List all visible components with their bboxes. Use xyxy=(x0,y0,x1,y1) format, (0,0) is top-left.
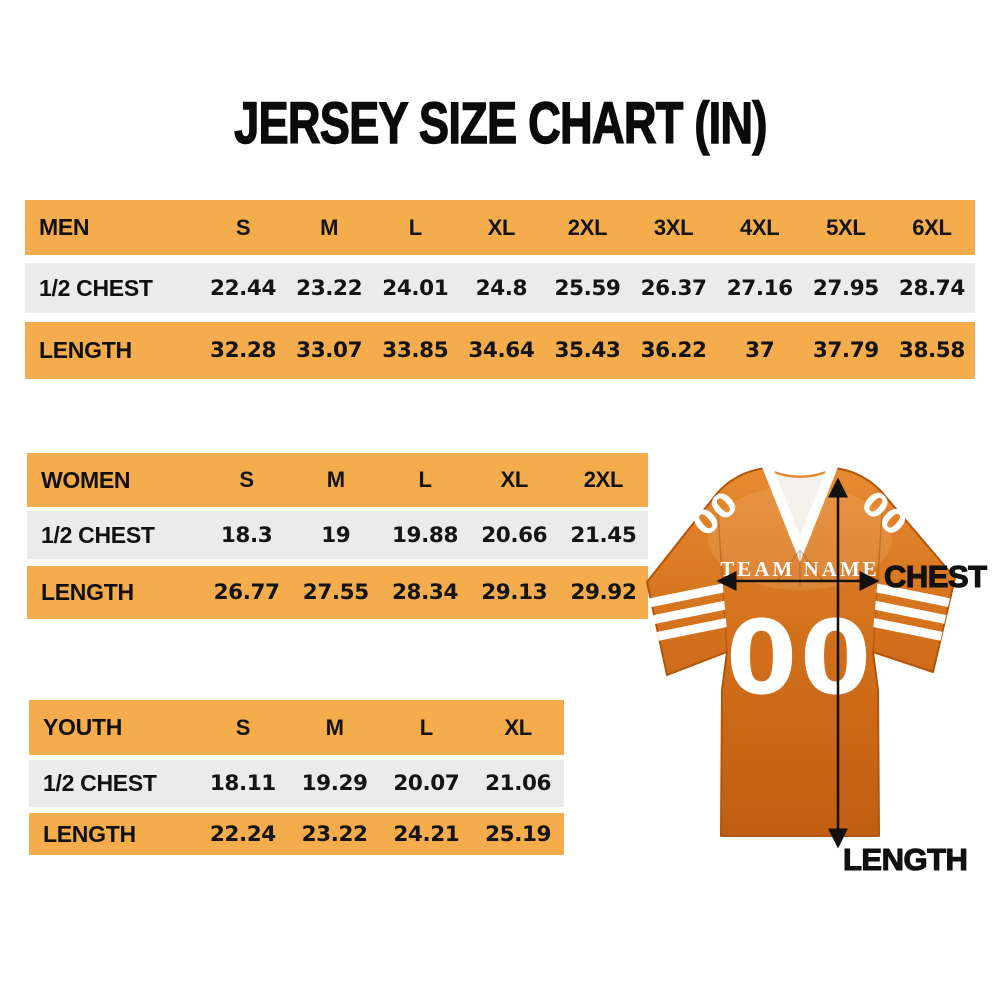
value-cell: 19.88 xyxy=(392,522,459,548)
size-column-header: 6XL xyxy=(912,214,952,240)
size-column-header: L xyxy=(408,214,422,240)
size-column-header: L xyxy=(419,714,433,740)
size-column-header: 2XL xyxy=(583,467,624,492)
size-column-header: XL xyxy=(504,714,532,740)
page-title: JERSEY SIZE CHART (IN) xyxy=(233,91,767,156)
value-cell: 22.44 xyxy=(210,275,277,301)
value-cell: 29.13 xyxy=(481,580,548,605)
size-column-header: S xyxy=(239,467,254,492)
size-column-header: XL xyxy=(500,467,528,492)
title-wrap: JERSEY SIZE CHART (IN) xyxy=(0,91,1000,156)
value-cell: 32.28 xyxy=(210,338,277,363)
row-label: 1/2 CHEST xyxy=(43,770,157,796)
value-cell: 21.45 xyxy=(570,522,637,548)
size-column-header: M xyxy=(325,714,344,740)
value-cell: 20.66 xyxy=(481,522,548,548)
value-cell: 38.58 xyxy=(898,338,965,363)
value-cell: 28.34 xyxy=(392,580,459,605)
size-column-header: L xyxy=(418,467,432,492)
value-cell: 29.92 xyxy=(570,580,637,605)
row-label: 1/2 CHEST xyxy=(41,521,155,548)
sleeve-stripe xyxy=(871,617,955,644)
women-size-table: WOMEN S M L XL 2XL 1/2 CHEST 18.3 19 19.88 20.66 21… xyxy=(27,453,648,619)
jersey-team-name: TEAM NAME xyxy=(720,557,879,581)
youth-size-table: YOUTH S M L XL 1/2 CHEST 18.11 19.29 20.07 21.06 L… xyxy=(29,700,564,855)
row-label: 1/2 CHEST xyxy=(39,274,153,301)
value-cell: 22.24 xyxy=(209,821,276,847)
men-size-table: MEN S M L XL 2XL 3XL 4XL 5XL 6XL 1/2 CHEST 22.44 23.… xyxy=(25,200,975,379)
value-cell: 24.01 xyxy=(382,275,449,301)
value-cell: 24.8 xyxy=(475,275,528,301)
value-cell: 26.77 xyxy=(213,580,280,605)
size-column-header: M xyxy=(320,214,339,240)
men-half-chest-row: 1/2 CHEST 22.44 23.22 24.01 24.8 25.59 26.37 27… xyxy=(25,263,975,313)
sleeve-stripe xyxy=(871,581,952,608)
value-cell: 25.59 xyxy=(554,275,621,301)
size-column-header: S xyxy=(235,214,251,240)
row-label: LENGTH xyxy=(43,820,136,847)
value-cell: 37.79 xyxy=(812,338,879,363)
jersey-collar-trim xyxy=(762,464,838,563)
men-table-title: MEN xyxy=(39,214,90,240)
sleeve-stripe xyxy=(871,599,954,626)
value-cell: 23.22 xyxy=(296,275,363,301)
women-half-chest-row: 1/2 CHEST 18.3 19 19.88 20.66 21.45 xyxy=(27,511,648,559)
value-cell: 25.19 xyxy=(485,821,552,847)
youth-table-title: YOUTH xyxy=(43,714,123,740)
size-column-header: 3XL xyxy=(653,214,694,240)
value-cell: 18.11 xyxy=(209,771,276,796)
value-cell: 33.07 xyxy=(296,338,363,363)
value-cell: 27.95 xyxy=(812,275,879,301)
value-cell: 20.07 xyxy=(393,771,460,796)
value-cell: 21.06 xyxy=(485,771,552,796)
length-label: LENGTH xyxy=(843,842,967,877)
women-table-title: WOMEN xyxy=(41,466,131,493)
value-cell: 19.29 xyxy=(301,771,368,796)
value-cell: 36.22 xyxy=(640,338,707,363)
value-cell: 34.64 xyxy=(468,338,535,363)
value-cell: 18.3 xyxy=(220,522,273,548)
youth-header-row: YOUTH S M L XL xyxy=(29,700,564,755)
size-column-header: 4XL xyxy=(739,214,780,240)
size-column-header: 5XL xyxy=(826,214,866,240)
size-column-header: M xyxy=(326,467,345,492)
jersey-illustration: 00 00 TEAM NAME 00 CHEST LENGTH xyxy=(645,460,988,878)
jersey-figure: 00 00 TEAM NAME 00 CHEST LENGTH xyxy=(635,450,1000,890)
women-length-row: LENGTH 26.77 27.55 28.34 29.13 29.92 xyxy=(27,566,648,619)
jersey-collar-back xyxy=(764,460,836,476)
size-column-header: S xyxy=(235,714,251,740)
row-label: LENGTH xyxy=(39,337,132,363)
youth-half-chest-row: 1/2 CHEST 18.11 19.29 20.07 21.06 xyxy=(29,760,564,807)
men-header-row: MEN S M L XL 2XL 3XL 4XL 5XL 6XL xyxy=(25,200,975,255)
value-cell: 28.74 xyxy=(898,275,965,301)
right-sleeve-stripes xyxy=(871,581,955,644)
sleeve-stripe xyxy=(645,617,729,644)
value-cell: 37 xyxy=(745,338,775,363)
row-label: LENGTH xyxy=(41,579,134,605)
value-cell: 19 xyxy=(321,522,351,548)
value-cell: 27.55 xyxy=(302,580,369,605)
jersey-collar-inner xyxy=(769,471,831,548)
men-length-row: LENGTH 32.28 33.07 33.85 34.64 35.43 36.22 37 37… xyxy=(25,322,975,379)
value-cell: 27.16 xyxy=(726,275,793,301)
women-header-row: WOMEN S M L XL 2XL xyxy=(27,453,648,507)
jersey-number: 00 xyxy=(726,599,874,718)
value-cell: 35.43 xyxy=(554,338,621,363)
value-cell: 23.22 xyxy=(301,821,368,847)
youth-length-row: LENGTH 22.24 23.22 24.21 25.19 xyxy=(29,813,564,855)
size-column-header: XL xyxy=(487,214,516,240)
value-cell: 26.37 xyxy=(640,275,707,301)
chest-label: CHEST xyxy=(884,559,987,594)
size-column-header: 2XL xyxy=(567,214,608,240)
value-cell: 33.85 xyxy=(382,338,449,363)
sleeve-stripe xyxy=(646,599,729,626)
value-cell: 24.21 xyxy=(393,821,460,847)
